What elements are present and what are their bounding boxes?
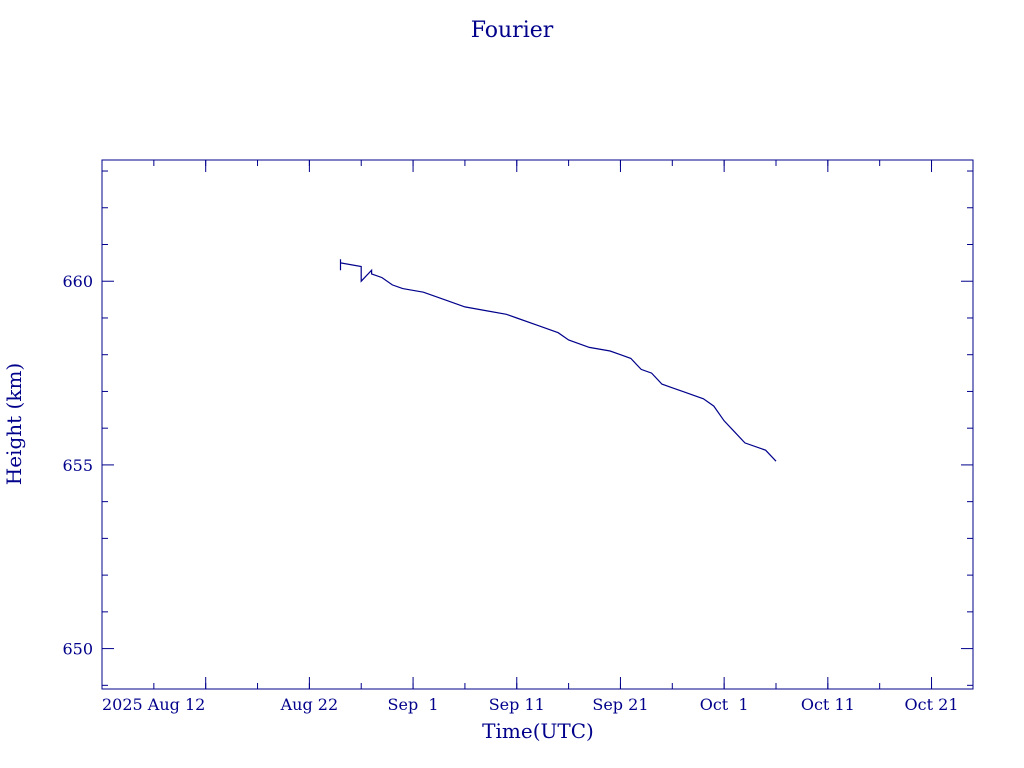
- height-series-line: [339, 259, 777, 462]
- x-tick-label: Oct 1: [700, 695, 749, 714]
- x-tick-label: Oct 21: [905, 695, 959, 714]
- series-group: [339, 259, 777, 462]
- x-tick-label: Oct 11: [801, 695, 855, 714]
- y-tick-label: 660: [62, 272, 93, 291]
- x-axis-label: Time(UTC): [482, 719, 594, 743]
- y-tick-label: 650: [62, 640, 93, 659]
- x-tick-label: Sep 1: [388, 695, 439, 714]
- x-axis-ticks: 2025 Aug 12 Aug 22 Sep 1 Sep 11 Sep 21 Oct 1 O…: [102, 160, 959, 714]
- x-tick-label: Aug 22: [280, 695, 339, 714]
- x-tick-label: 2025 Aug 12: [102, 695, 205, 714]
- x-tick-label: Sep 21: [592, 695, 648, 714]
- x-tick-label: Sep 11: [489, 695, 545, 714]
- y-tick-label: 655: [62, 456, 93, 475]
- y-axis-ticks: 650 655 660: [62, 170, 973, 686]
- chart-title: Fourier: [471, 18, 554, 43]
- y-axis-label: Height (km): [2, 363, 26, 485]
- plot-frame: [101, 159, 974, 690]
